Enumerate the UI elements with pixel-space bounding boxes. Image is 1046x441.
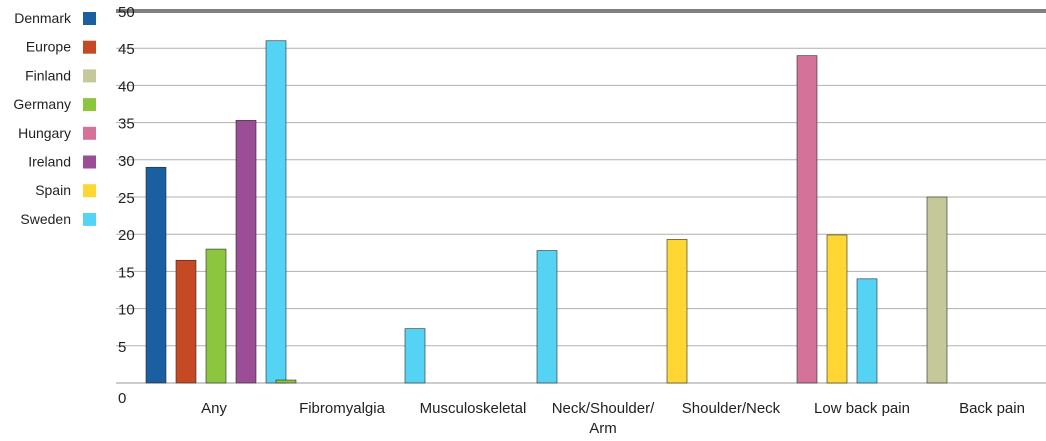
y-tick-label: 50 [118, 4, 135, 21]
x-category-label: Back pain [959, 400, 1025, 417]
y-tick-label: 45 [118, 41, 135, 58]
y-tick-label: 0 [118, 390, 126, 407]
bars [145, 40, 948, 384]
bar-germany-0 [205, 248, 227, 384]
x-axis-category-labels: Any Fibromyalgia Musculoskeletal Neck/Shoul… [201, 400, 1025, 437]
y-tick-label: 5 [118, 339, 126, 356]
bar-germany-1 [275, 379, 297, 384]
legend-label-hungary: Hungary [18, 125, 71, 141]
y-tick-label: 25 [118, 190, 135, 207]
legend-label-finland: Finland [25, 67, 71, 83]
bar-sweden-2 [404, 328, 426, 384]
legend-label-sweden: Sweden [20, 211, 71, 227]
bar-europe-0 [175, 259, 197, 384]
bar-hungary-5 [796, 55, 818, 384]
legend-swatch-sweden [83, 212, 96, 226]
legend-swatch-spain [83, 184, 96, 198]
legend: Denmark Europe Finland Germany Hungary Irelan… [13, 10, 96, 227]
y-axis-tick-labels: 0 5 10 15 20 25 30 35 40 45 50 [118, 4, 135, 407]
y-tick-label: 35 [118, 116, 135, 133]
x-category-label: Low back pain [814, 400, 910, 417]
y-tick-label: 30 [118, 153, 135, 170]
bar-spain-4 [666, 239, 688, 384]
legend-swatch-denmark [83, 12, 96, 25]
bar-spain-5 [826, 234, 848, 384]
legend-label-denmark: Denmark [14, 10, 72, 26]
x-category-label: Any [201, 400, 227, 417]
y-tick-label: 15 [118, 264, 135, 281]
legend-swatch-ireland [83, 155, 96, 169]
legend-label-germany: Germany [13, 96, 71, 112]
legend-swatch-finland [83, 69, 96, 83]
bar-denmark-0 [145, 166, 167, 384]
legend-swatch-europe [83, 40, 96, 54]
bar-ireland-0 [235, 120, 257, 384]
y-tick-label: 20 [118, 227, 135, 244]
y-tick-label: 10 [118, 302, 135, 319]
x-category-label: Fibromyalgia [299, 400, 386, 417]
bar-sweden-5 [856, 278, 878, 384]
x-category-label: Shoulder/Neck [682, 400, 781, 417]
x-category-label: Neck/Shoulder/Arm [552, 400, 655, 437]
bar-sweden-0 [265, 40, 287, 384]
bar-sweden-3 [536, 250, 558, 384]
legend-label-ireland: Ireland [28, 154, 71, 170]
bar-finland-6 [926, 196, 948, 384]
legend-label-europe: Europe [26, 39, 71, 55]
legend-swatch-hungary [83, 126, 96, 140]
y-tick-label: 40 [118, 78, 135, 95]
x-category-label: Musculoskeletal [420, 400, 527, 417]
legend-swatch-germany [83, 98, 96, 112]
legend-label-spain: Spain [35, 182, 71, 198]
